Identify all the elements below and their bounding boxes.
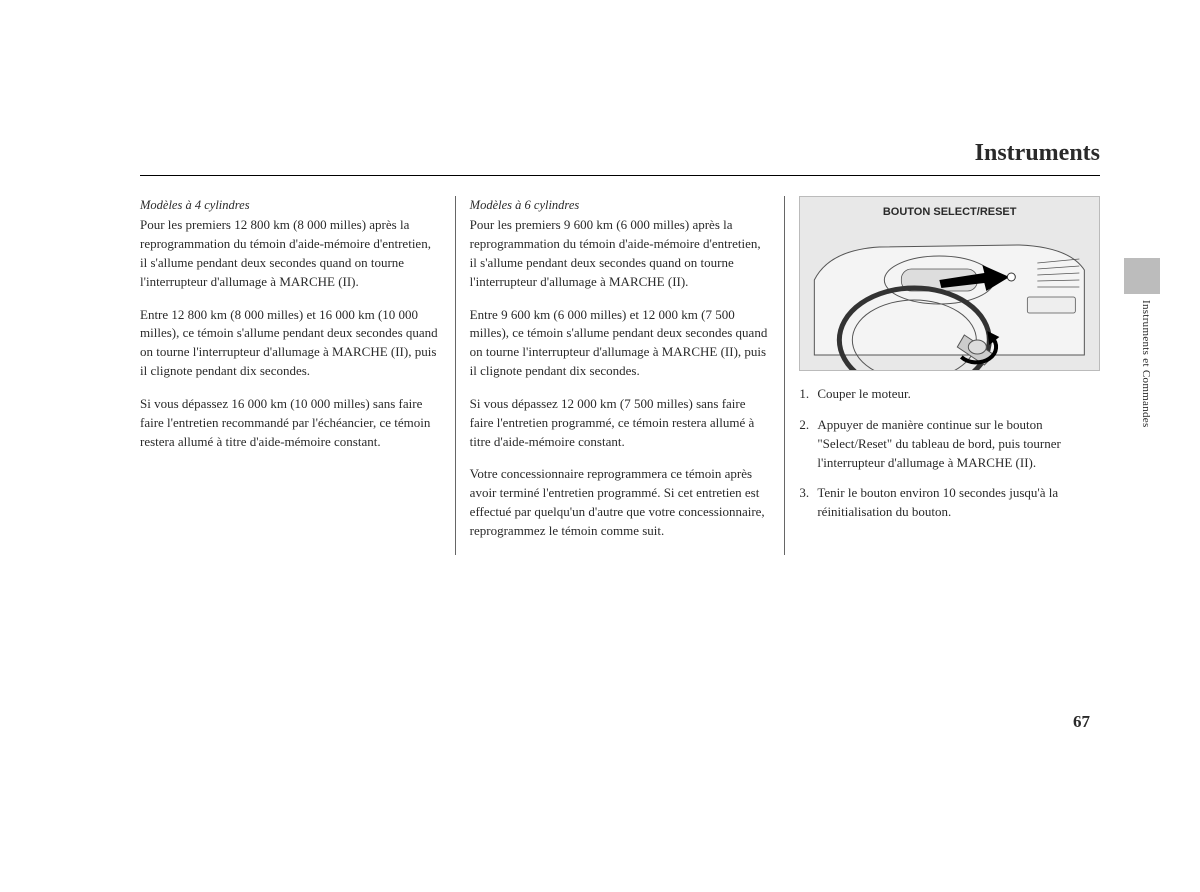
column-4cyl: Modèles à 4 cylindres Pour les premiers …	[140, 196, 456, 555]
step-item: Tenir le bouton environ 10 secondes jusq…	[799, 484, 1100, 522]
dashboard-figure: BOUTON SELECT/RESET	[799, 196, 1100, 371]
paragraph: Votre concessionnaire reprogrammera ce t…	[470, 465, 771, 540]
subhead-4cyl: Modèles à 4 cylindres	[140, 196, 441, 214]
reset-steps: Couper le moteur. Appuyer de manière con…	[799, 385, 1100, 522]
paragraph: Si vous dépassez 12 000 km (7 500 milles…	[470, 395, 771, 452]
paragraph: Pour les premiers 9 600 km (6 000 milles…	[470, 216, 771, 291]
subhead-6cyl: Modèles à 6 cylindres	[470, 196, 771, 214]
body-columns: Modèles à 4 cylindres Pour les premiers …	[140, 196, 1100, 555]
column-figure-steps: BOUTON SELECT/RESET	[785, 196, 1100, 555]
paragraph: Pour les premiers 12 800 km (8 000 mille…	[140, 216, 441, 291]
column-6cyl: Modèles à 6 cylindres Pour les premiers …	[456, 196, 786, 555]
section-tab-label: Instruments et Commandes	[1140, 300, 1152, 428]
page-content: Instruments Modèles à 4 cylindres Pour l…	[140, 140, 1100, 555]
page-title: Instruments	[140, 140, 1100, 176]
paragraph: Entre 12 800 km (8 000 milles) et 16 000…	[140, 306, 441, 381]
step-item: Couper le moteur.	[799, 385, 1100, 404]
figure-label: BOUTON SELECT/RESET	[808, 205, 1091, 221]
page-number: 67	[1073, 712, 1090, 732]
section-tab	[1124, 258, 1160, 294]
step-item: Appuyer de manière continue sur le bouto…	[799, 416, 1100, 473]
dashboard-illustration-icon	[808, 225, 1091, 370]
paragraph: Entre 9 600 km (6 000 milles) et 12 000 …	[470, 306, 771, 381]
paragraph: Si vous dépassez 16 000 km (10 000 mille…	[140, 395, 441, 452]
